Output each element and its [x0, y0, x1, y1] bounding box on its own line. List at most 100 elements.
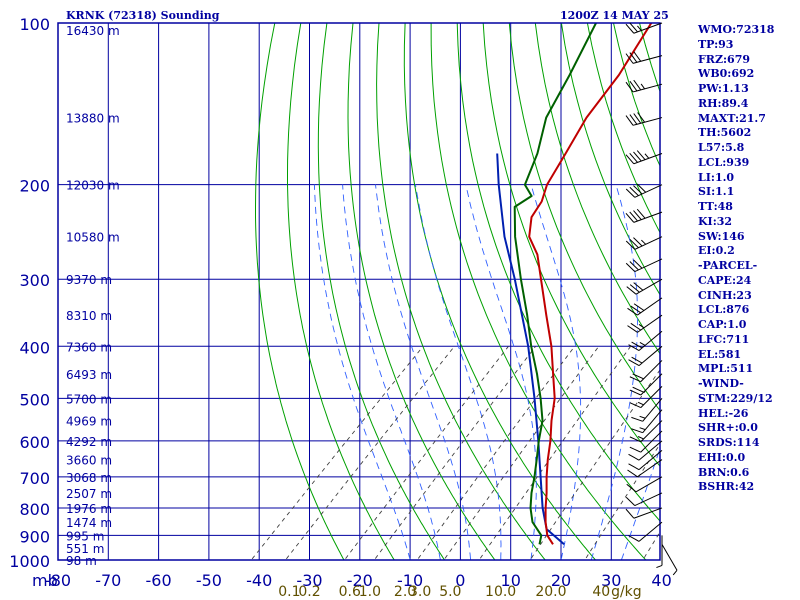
- barb-shaft: [661, 544, 678, 571]
- mixing-ratio-lines: [250, 346, 660, 560]
- barb-half: [639, 342, 646, 346]
- barb-shaft: [638, 450, 663, 471]
- barb-half: [639, 427, 646, 431]
- barb-flag: [625, 212, 635, 223]
- barb-shaft: [642, 398, 663, 422]
- barb-flag: [629, 114, 638, 125]
- moist-adiabats: [313, 184, 660, 560]
- barb-flag: [625, 496, 636, 506]
- mixing-ratio-line: [373, 346, 536, 560]
- barb-shaft: [640, 373, 663, 396]
- dry-adiabat: [456, 23, 660, 522]
- wind-barb: [625, 507, 663, 519]
- barb-flag: [633, 185, 643, 195]
- barb-flag: [630, 305, 641, 314]
- index-entry: LI:1.0: [698, 170, 735, 184]
- barb-flag: [627, 325, 638, 333]
- height-label: 3068 m: [66, 471, 112, 485]
- barb-flag: [629, 389, 641, 396]
- wind-barbs: [625, 22, 678, 576]
- barb-flag: [629, 261, 639, 271]
- pressure-tick-label: 200: [19, 177, 50, 196]
- barb-flag: [625, 262, 636, 272]
- temperature-tick-label: 20: [551, 571, 571, 590]
- temperature-tick-label: 30: [601, 571, 621, 590]
- index-entry: TP:93: [698, 37, 734, 51]
- wind-barb: [625, 79, 663, 93]
- barb-flag: [625, 53, 634, 64]
- index-entry: TH:5602: [698, 126, 752, 140]
- barb-flag: [627, 469, 638, 478]
- mixing-ratio-line: [443, 346, 600, 560]
- pressure-tick-label: 500: [19, 390, 50, 409]
- wind-barb: [629, 360, 663, 383]
- wind-barb: [625, 150, 663, 165]
- barb-half: [637, 436, 644, 440]
- barb-flag: [625, 115, 634, 126]
- barb-flag: [628, 453, 640, 461]
- height-label: 12030 m: [66, 179, 120, 193]
- barb-flag: [633, 303, 645, 311]
- index-entry: MAXT:21.7: [698, 111, 766, 125]
- index-entry: TT:48: [698, 200, 733, 213]
- wind-barb: [625, 51, 663, 64]
- temperature-tick-label: -30: [296, 571, 322, 590]
- wind-barb: [628, 345, 663, 367]
- dewpoint-trace: [513, 23, 597, 545]
- barb-flag: [627, 307, 638, 316]
- wind-barb: [625, 258, 663, 273]
- height-label: 995 m: [66, 529, 104, 543]
- dry-adiabat: [508, 23, 660, 412]
- barb-flag: [625, 154, 635, 165]
- dry-adiabats: [255, 23, 660, 560]
- plot-grid: [57, 22, 660, 561]
- barb-flag: [625, 508, 635, 519]
- temperature-trace: [528, 23, 653, 545]
- barb-flag: [629, 152, 638, 163]
- dry-adiabat: [255, 23, 345, 560]
- wind-barb: [626, 278, 663, 295]
- plot-frame: [57, 22, 661, 561]
- pressure-tick-label: 400: [19, 338, 50, 357]
- index-entry: STM:229/12: [698, 391, 773, 405]
- barb-flag: [629, 80, 638, 92]
- index-entry: HEL:-26: [698, 406, 749, 420]
- barb-flag: [628, 344, 640, 351]
- index-entry: SW:146: [698, 229, 745, 243]
- barb-flag: [633, 259, 643, 269]
- barb-shaft: [632, 117, 663, 126]
- barb-flag: [629, 446, 641, 453]
- mixing-ratio-label: 0.6: [339, 584, 361, 600]
- wind-barb: [625, 492, 663, 507]
- stability-indices-panel: WMO:72318 TP:93 FRZ:679 WB0:692 PW:1.13 RH:89…: [698, 23, 774, 495]
- wind-barb: [656, 535, 663, 569]
- barb-flag: [628, 535, 640, 542]
- mixing-ratio-label: 3.0: [409, 584, 431, 600]
- barb-shaft: [632, 83, 663, 93]
- barb-half: [641, 239, 647, 245]
- barb-shaft: [640, 386, 663, 408]
- pressure-tick-label: 300: [19, 271, 50, 290]
- wind-barb: [625, 22, 663, 34]
- mixing-ratio-line: [416, 346, 575, 560]
- temperature-tick-label: -50: [196, 571, 222, 590]
- wind-barb: [629, 386, 663, 409]
- barb-flag: [630, 322, 641, 331]
- parcel-trace: [496, 153, 565, 546]
- mixing-ratio-label: 5.0: [439, 584, 461, 600]
- dry-adiabat: [534, 23, 660, 355]
- dry-adiabat: [347, 23, 496, 560]
- sounding-profiles: [496, 23, 653, 546]
- index-entry: WB0:692: [698, 67, 755, 81]
- index-entry: SRDS:114: [698, 436, 760, 449]
- barb-flag: [629, 238, 639, 249]
- barb-half: [672, 569, 678, 576]
- mixing-ratio-label: 10.0: [485, 584, 516, 600]
- height-label: 1976 m: [66, 502, 112, 516]
- index-entry: BRN:0.6: [698, 465, 750, 479]
- barb-half: [644, 153, 650, 159]
- mixing-ratio-label: 20.0: [535, 584, 566, 600]
- frame-border: [57, 22, 661, 561]
- barb-flag: [626, 286, 637, 295]
- barb-flag: [631, 356, 643, 364]
